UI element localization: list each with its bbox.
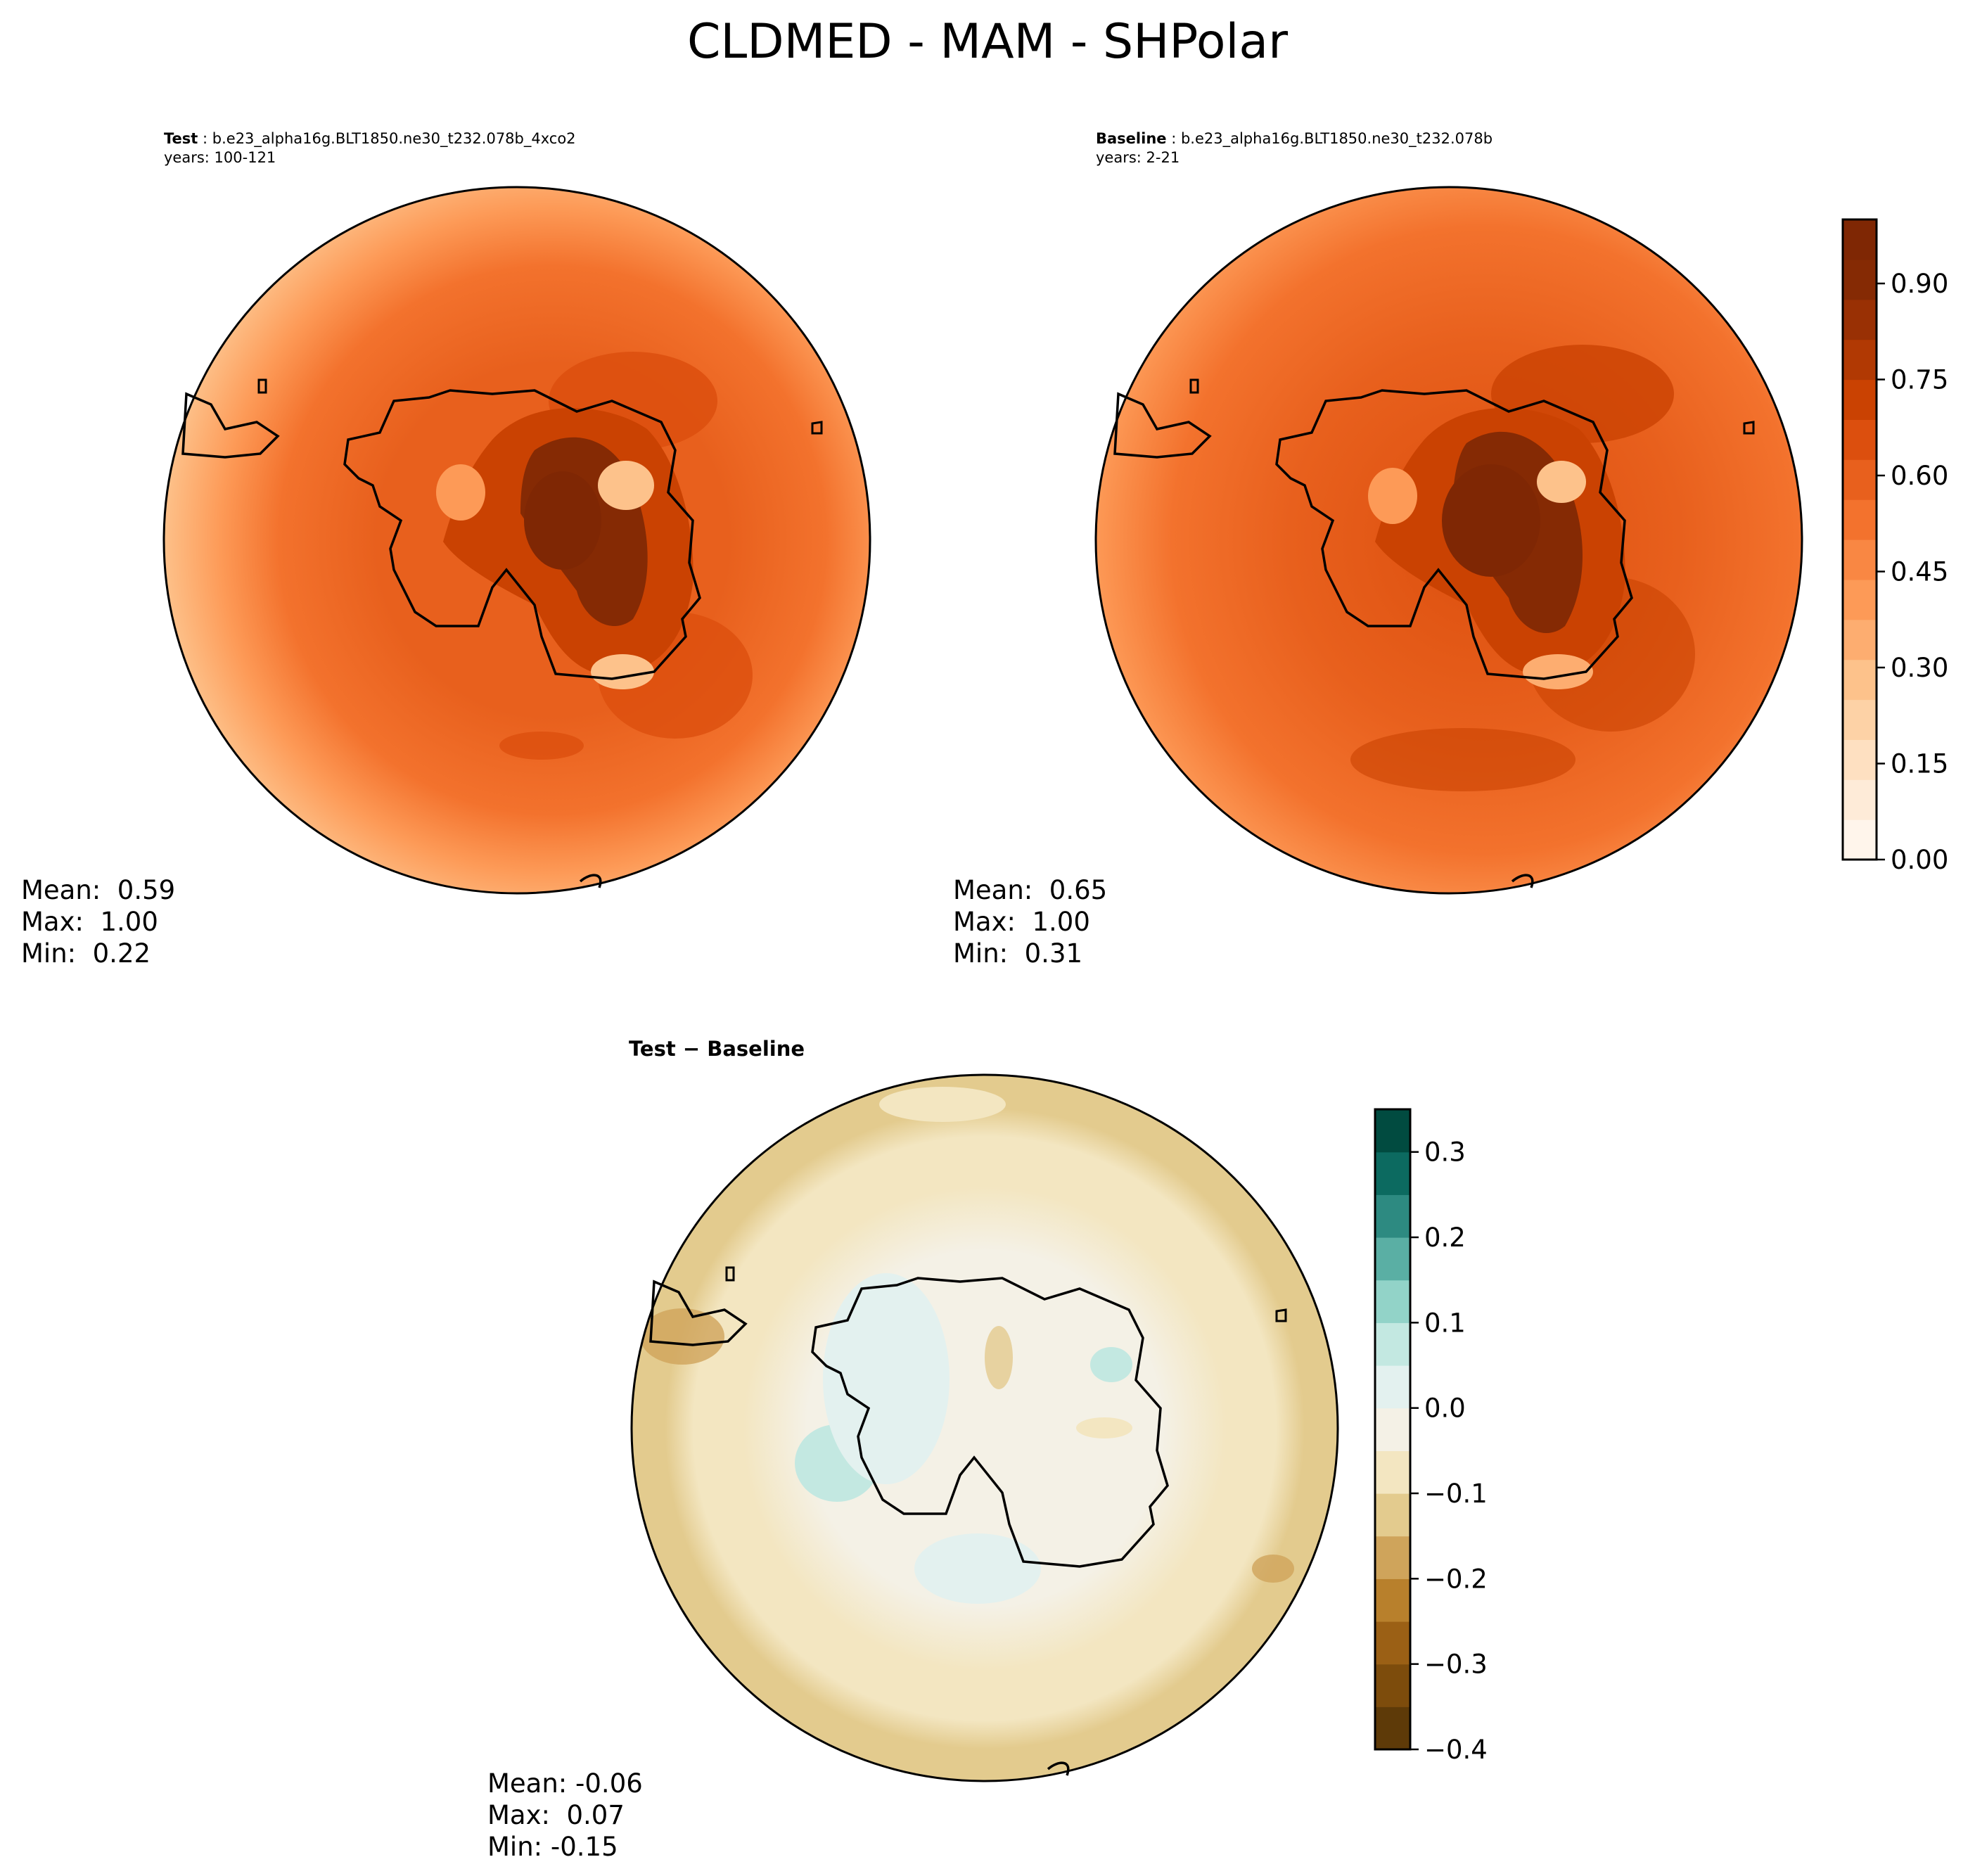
diff-colorbar-segment — [1375, 1536, 1410, 1579]
test-stats: Mean: 0.59 Max: 1.00 Min: 0.22 — [21, 874, 175, 969]
field-colorbar-segment — [1843, 499, 1877, 540]
field-colorbar-tick-label: 0.30 — [1891, 653, 1948, 683]
field-colorbar-segment — [1843, 659, 1877, 701]
baseline-case: b.e23_alpha16g.BLT1850.ne30_t232.078b — [1180, 130, 1493, 147]
test-min: Min: 0.22 — [21, 938, 151, 969]
diff-colorbar-segment — [1375, 1706, 1410, 1750]
field-colorbar-tick-label: 0.60 — [1891, 461, 1948, 491]
baseline-years: years: 2-21 — [1096, 149, 1180, 166]
field-colorbar-segment — [1843, 459, 1877, 500]
figure-title: CLDMED - MAM - SHPolar — [686, 14, 1289, 70]
baseline-label: Baseline — [1096, 130, 1167, 147]
field-colorbar-segment — [1843, 699, 1877, 740]
field-colorbar-segment — [1843, 540, 1877, 580]
baseline-header: Baseline : b.e23_alpha16g.BLT1850.ne30_t… — [1096, 130, 1493, 166]
diff-colorbar-tick-label: 0.3 — [1424, 1137, 1466, 1168]
field-colorbar-segment — [1843, 619, 1877, 661]
diff-min: Min: -0.15 — [487, 1832, 618, 1862]
baseline-map — [1094, 186, 1803, 895]
baseline-stats: Mean: 0.65 Max: 1.00 Min: 0.31 — [953, 874, 1107, 969]
diff-mean: Mean: -0.06 — [487, 1768, 643, 1799]
baseline-min: Min: 0.31 — [953, 938, 1083, 969]
diff-map — [630, 1073, 1339, 1782]
field-colorbar-segment — [1843, 219, 1877, 260]
diff-colorbar-segment — [1375, 1578, 1410, 1622]
field-colorbar-tick-label: 0.45 — [1891, 557, 1948, 587]
test-map — [162, 186, 871, 895]
diff-colorbar-segment — [1375, 1621, 1410, 1665]
field-colorbar-segment — [1843, 379, 1877, 420]
baseline-max: Max: 1.00 — [953, 907, 1090, 937]
field-colorbar-segment — [1843, 779, 1877, 820]
test-label: Test — [164, 130, 198, 147]
diff-max: Max: 0.07 — [487, 1800, 625, 1830]
field-colorbar-frame — [1841, 218, 1878, 861]
diff-colorbar-segment — [1375, 1408, 1410, 1451]
diff-colorbar-tick-label: −0.4 — [1424, 1735, 1488, 1765]
diff-coastline — [811, 1277, 1169, 1568]
baseline-map-border — [1094, 186, 1803, 895]
diff-colorbar-tick-label: −0.3 — [1424, 1650, 1488, 1680]
diff-colorbar-tick-label: 0.1 — [1424, 1308, 1466, 1338]
field-colorbar: 0.00 0.15 0.30 0.45 0.60 0.75 0.90 — [1841, 218, 1948, 875]
baseline-coastline — [1275, 389, 1633, 680]
diff-stats: Mean: -0.06 Max: 0.07 Min: -0.15 — [487, 1768, 643, 1863]
field-colorbar-tick-label: 0.15 — [1891, 749, 1948, 779]
diff-colorbar: −0.4 −0.3 −0.2 −0.1 0.0 0.1 0.2 0.3 — [1374, 1108, 1488, 1765]
diff-colorbar-segment — [1375, 1450, 1410, 1494]
field-colorbar-segment — [1843, 419, 1877, 460]
field-colorbar-segment — [1843, 579, 1877, 620]
field-colorbar-tick-label: 0.75 — [1891, 365, 1948, 395]
field-colorbar-segment — [1843, 259, 1877, 300]
test-map-border — [162, 186, 871, 895]
field-colorbar-tick-label: 0.00 — [1891, 845, 1948, 875]
diff-colorbar-tick-label: 0.0 — [1424, 1393, 1466, 1424]
test-mean: Mean: 0.59 — [21, 875, 176, 905]
field-colorbar-tick-label: 0.90 — [1891, 269, 1948, 299]
diff-colorbar-segment — [1375, 1109, 1410, 1153]
diff-colorbar-tick-label: 0.2 — [1424, 1223, 1466, 1253]
diff-colorbar-segment — [1375, 1151, 1410, 1195]
diff-colorbar-segment — [1375, 1365, 1410, 1409]
field-colorbar-segment — [1843, 299, 1877, 340]
test-coastline — [343, 389, 701, 680]
diff-colorbar-tick-label: −0.1 — [1424, 1479, 1488, 1509]
diff-colorbar-segment — [1375, 1194, 1410, 1238]
diff-colorbar-segment — [1375, 1664, 1410, 1707]
diff-colorbar-segment — [1375, 1493, 1410, 1537]
baseline-mean: Mean: 0.65 — [953, 875, 1108, 905]
diff-colorbar-tick-label: −0.2 — [1424, 1564, 1488, 1594]
test-max: Max: 1.00 — [21, 907, 158, 937]
diff-colorbar-segment — [1375, 1237, 1410, 1281]
diff-colorbar-segment — [1375, 1280, 1410, 1323]
diff-title: Test − Baseline — [629, 1037, 805, 1061]
diff-map-border — [630, 1073, 1339, 1782]
test-case: b.e23_alpha16g.BLT1850.ne30_t232.078b_4x… — [212, 130, 576, 147]
test-header: Test : b.e23_alpha16g.BLT1850.ne30_t232.… — [164, 130, 576, 166]
test-years: years: 100-121 — [164, 149, 276, 166]
field-colorbar-segment — [1843, 819, 1877, 860]
diff-colorbar-frame — [1374, 1108, 1412, 1751]
field-colorbar-segment — [1843, 339, 1877, 381]
field-colorbar-segment — [1843, 739, 1877, 780]
diff-colorbar-segment — [1375, 1322, 1410, 1366]
